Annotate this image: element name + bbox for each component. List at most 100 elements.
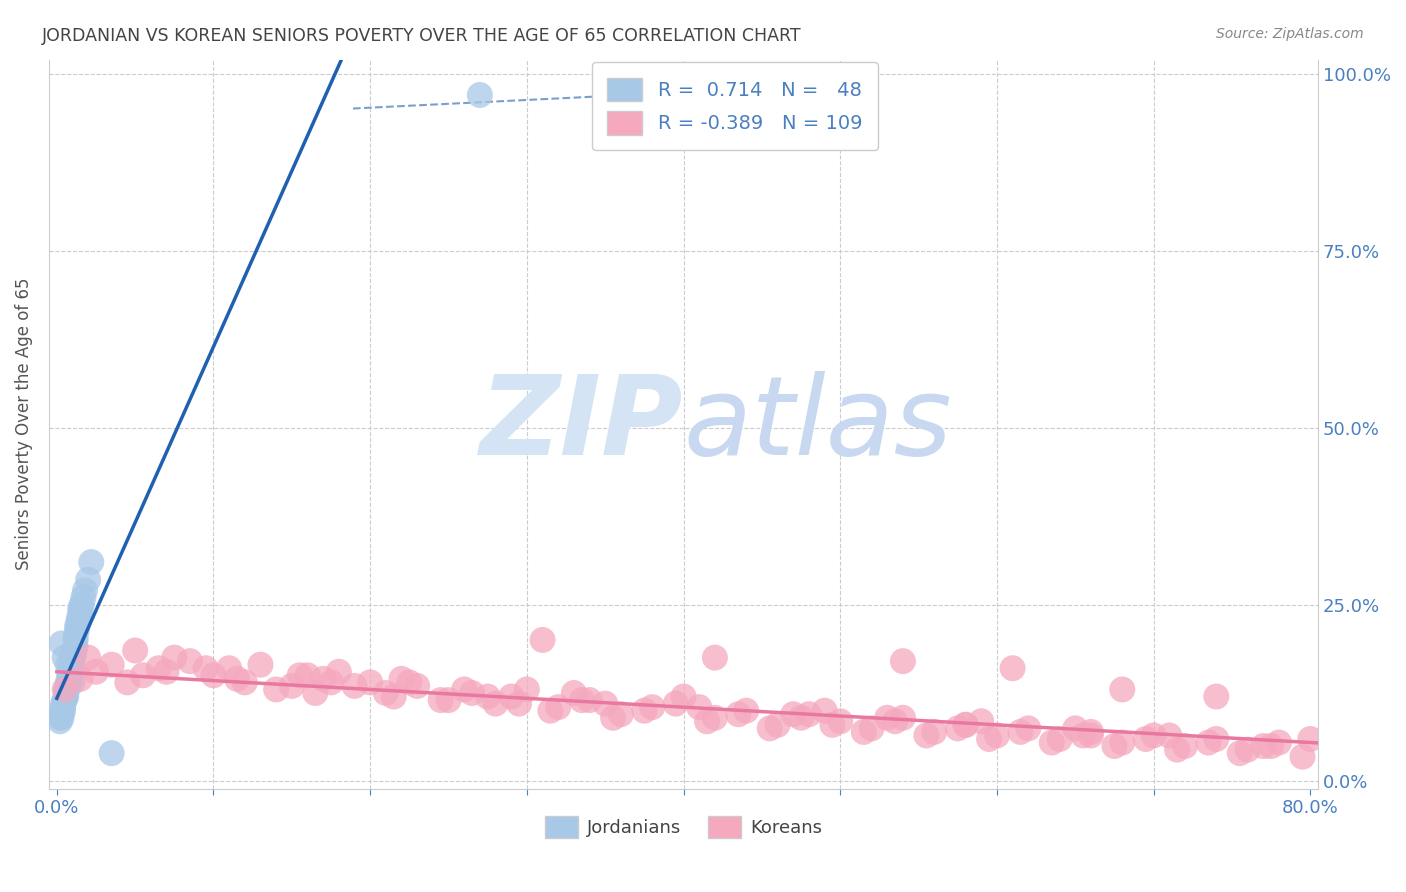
Point xyxy=(70,598,93,612)
Point xyxy=(1253,739,1275,753)
Point xyxy=(53,693,76,707)
Point xyxy=(56,657,79,672)
Point xyxy=(69,672,91,686)
Point xyxy=(77,650,100,665)
Text: ZIP: ZIP xyxy=(479,370,683,477)
Point xyxy=(65,632,87,647)
Point xyxy=(766,718,789,732)
Point xyxy=(66,619,89,633)
Point xyxy=(1299,731,1322,746)
Point xyxy=(406,679,429,693)
Point xyxy=(56,679,79,693)
Point xyxy=(53,650,76,665)
Point xyxy=(155,665,177,679)
Point xyxy=(124,643,146,657)
Legend: Jordanians, Koreans: Jordanians, Koreans xyxy=(538,809,830,845)
Point xyxy=(946,722,969,736)
Point xyxy=(55,682,77,697)
Point xyxy=(304,686,326,700)
Point xyxy=(100,746,122,760)
Point xyxy=(468,87,491,102)
Point xyxy=(429,693,451,707)
Point xyxy=(876,711,898,725)
Point xyxy=(1205,731,1227,746)
Point xyxy=(461,686,484,700)
Point xyxy=(63,643,86,657)
Point xyxy=(1040,735,1063,749)
Point xyxy=(80,555,103,569)
Point xyxy=(63,647,86,661)
Point xyxy=(986,729,1008,743)
Point xyxy=(578,693,600,707)
Point xyxy=(696,714,718,729)
Point xyxy=(821,718,844,732)
Point xyxy=(633,704,655,718)
Point xyxy=(501,690,523,704)
Point xyxy=(63,643,86,657)
Point xyxy=(84,665,107,679)
Point xyxy=(727,707,749,722)
Point xyxy=(484,697,506,711)
Point xyxy=(1260,739,1282,753)
Point xyxy=(59,668,82,682)
Point xyxy=(288,668,311,682)
Point xyxy=(1080,725,1102,739)
Point xyxy=(148,661,170,675)
Point xyxy=(1174,739,1197,753)
Text: atlas: atlas xyxy=(683,370,952,477)
Point xyxy=(52,700,75,714)
Point xyxy=(703,711,725,725)
Point xyxy=(665,697,688,711)
Point xyxy=(56,675,79,690)
Point xyxy=(860,722,883,736)
Point xyxy=(132,668,155,682)
Point xyxy=(1198,735,1220,749)
Point xyxy=(453,682,475,697)
Point xyxy=(1080,729,1102,743)
Point xyxy=(72,591,94,605)
Point xyxy=(1111,735,1133,749)
Point xyxy=(62,675,84,690)
Point xyxy=(1071,729,1094,743)
Point xyxy=(602,711,624,725)
Point xyxy=(312,672,335,686)
Point xyxy=(328,665,350,679)
Point xyxy=(790,711,813,725)
Point xyxy=(610,707,633,722)
Point xyxy=(53,682,76,697)
Point xyxy=(69,605,91,619)
Point xyxy=(55,690,77,704)
Point xyxy=(62,650,84,665)
Point xyxy=(1017,722,1039,736)
Point xyxy=(51,704,73,718)
Point xyxy=(1001,661,1024,675)
Point xyxy=(202,668,225,682)
Point xyxy=(65,629,87,643)
Point xyxy=(1135,731,1157,746)
Point xyxy=(51,707,73,722)
Point xyxy=(226,672,249,686)
Point xyxy=(51,636,73,650)
Point xyxy=(782,707,804,722)
Point xyxy=(51,711,73,725)
Point xyxy=(915,729,938,743)
Point xyxy=(1064,722,1087,736)
Point xyxy=(297,668,319,682)
Point xyxy=(58,672,80,686)
Point xyxy=(359,675,381,690)
Point xyxy=(49,714,72,729)
Point xyxy=(67,615,90,630)
Point xyxy=(547,700,569,714)
Point xyxy=(55,686,77,700)
Point xyxy=(67,612,90,626)
Point xyxy=(58,668,80,682)
Point xyxy=(516,682,538,697)
Point xyxy=(382,690,405,704)
Point xyxy=(852,725,875,739)
Point xyxy=(65,640,87,654)
Point xyxy=(100,657,122,672)
Point xyxy=(955,718,977,732)
Point xyxy=(437,693,460,707)
Point xyxy=(281,679,304,693)
Point xyxy=(391,672,413,686)
